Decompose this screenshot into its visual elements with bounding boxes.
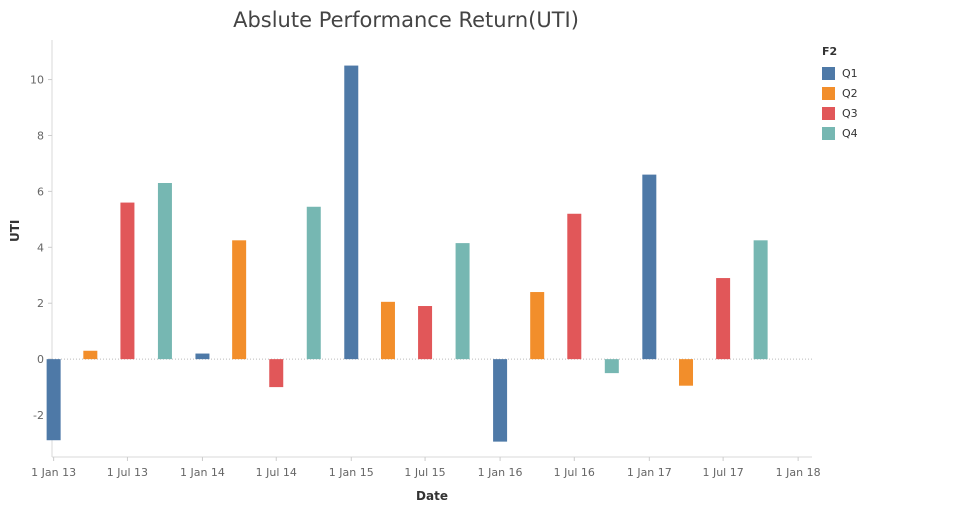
bar-q3[interactable] (418, 306, 433, 360)
bar-q1[interactable] (493, 359, 508, 442)
bar-q3[interactable] (567, 213, 582, 360)
legend-label: Q1 (842, 66, 858, 80)
legend-swatch (822, 66, 835, 80)
x-tick-label: 1 Jul 15 (404, 466, 445, 479)
bar-q4[interactable] (604, 359, 619, 374)
legend-swatch (822, 126, 835, 140)
y-axis-title: UTI (8, 219, 22, 242)
legend-swatch (822, 86, 835, 100)
bar-q4[interactable] (753, 240, 768, 360)
y-tick-label: 2 (37, 297, 44, 310)
legend-label: Q2 (842, 86, 858, 100)
x-tick-label: 1 Jan 17 (627, 466, 672, 479)
x-tick-label: 1 Jul 16 (554, 466, 595, 479)
x-tick-label: 1 Jul 14 (256, 466, 297, 479)
chart-title: Abslute Performance Return(UTI) (233, 8, 579, 32)
bar-q3[interactable] (716, 278, 731, 360)
bar-q1[interactable] (195, 353, 210, 360)
x-axis-title: Date (416, 489, 448, 503)
x-tick-label: 1 Jul 17 (702, 466, 743, 479)
y-tick-label: -2 (33, 409, 44, 422)
legend-item-q3[interactable]: Q3 (822, 103, 858, 123)
bars[interactable] (46, 65, 768, 442)
y-tick-label: 8 (37, 129, 44, 142)
legend-item-q2[interactable]: Q2 (822, 83, 858, 103)
legend-title: F2 (822, 45, 838, 58)
tick-labels: -2 0 2 4 6 8 10 1 Jan 13 1 Jul 13 1 Jan 14 1 Jul 1… (30, 74, 821, 479)
y-tick-label: 0 (37, 353, 44, 366)
legend-label: Q4 (842, 126, 858, 140)
bar-q2[interactable] (83, 350, 98, 360)
legend-label: Q3 (842, 106, 858, 120)
bar-q4[interactable] (455, 243, 470, 360)
x-tick-label: 1 Jul 13 (107, 466, 148, 479)
bar-q1[interactable] (344, 65, 359, 360)
bar-q1[interactable] (642, 174, 657, 360)
bar-q3[interactable] (120, 202, 135, 360)
legend-item-q4[interactable]: Q4 (822, 123, 858, 143)
legend-item-q1[interactable]: Q1 (822, 63, 858, 83)
bar-q2[interactable] (232, 240, 247, 360)
legend: F2 Q1 Q2 Q3 Q4 (822, 45, 858, 143)
x-tick-label: 1 Jan 16 (478, 466, 523, 479)
x-tick-label: 1 Jan 15 (329, 466, 374, 479)
x-tick-label: 1 Jan 18 (776, 466, 821, 479)
bar-q1[interactable] (46, 359, 61, 441)
y-tick-label: 4 (37, 241, 44, 254)
bar-q4[interactable] (157, 183, 172, 360)
x-tick-label: 1 Jan 13 (31, 466, 76, 479)
bar-q2[interactable] (380, 301, 395, 360)
bar-q2[interactable] (679, 359, 694, 386)
y-tick-label: 6 (37, 185, 44, 198)
legend-swatch (822, 106, 835, 120)
y-tick-label: 10 (30, 74, 44, 87)
x-tick-label: 1 Jan 14 (180, 466, 225, 479)
bar-q3[interactable] (269, 359, 284, 388)
bar-q4[interactable] (306, 206, 321, 360)
bar-q2[interactable] (530, 292, 545, 360)
